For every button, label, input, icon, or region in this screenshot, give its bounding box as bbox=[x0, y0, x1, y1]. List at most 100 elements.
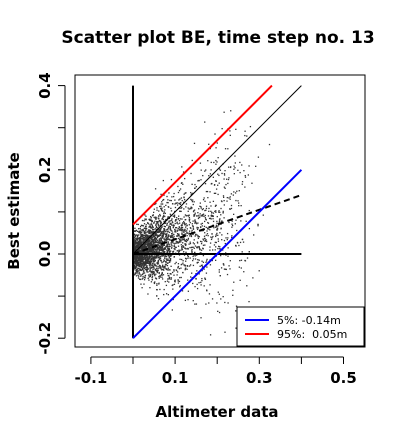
scatter-point bbox=[176, 202, 178, 204]
scatter-point bbox=[227, 247, 229, 249]
scatter-point bbox=[176, 221, 178, 223]
scatter-point bbox=[175, 226, 178, 229]
scatter-point bbox=[248, 227, 251, 230]
scatter-point bbox=[194, 220, 196, 223]
scatter-point bbox=[170, 242, 172, 244]
scatter-point bbox=[141, 240, 143, 242]
scatter-point bbox=[163, 220, 165, 223]
scatter-point bbox=[238, 266, 240, 268]
scatter-point bbox=[156, 207, 158, 209]
scatter-point bbox=[149, 216, 152, 218]
scatter-point bbox=[187, 290, 190, 292]
scatter-point bbox=[208, 207, 210, 210]
scatter-point bbox=[172, 251, 174, 253]
scatter-point bbox=[169, 235, 171, 237]
scatter-point bbox=[227, 182, 229, 185]
scatter-point bbox=[185, 203, 188, 205]
scatter-point bbox=[213, 227, 215, 229]
scatter-point bbox=[151, 220, 154, 222]
scatter-point bbox=[136, 263, 138, 265]
scatter-point bbox=[257, 156, 260, 158]
scatter-point bbox=[149, 249, 151, 251]
scatter-point bbox=[168, 260, 170, 262]
scatter-point bbox=[135, 272, 137, 275]
scatter-point bbox=[210, 205, 212, 207]
scatter-point bbox=[175, 261, 177, 264]
scatter-point bbox=[150, 259, 153, 261]
scatter-point bbox=[140, 235, 142, 237]
y-tick-label: -0.2 bbox=[36, 322, 54, 355]
scatter-point bbox=[137, 267, 139, 270]
scatter-point bbox=[136, 242, 138, 245]
scatter-point bbox=[209, 264, 212, 266]
scatter-point bbox=[150, 242, 152, 245]
scatter-point bbox=[204, 277, 206, 279]
scatter-point bbox=[191, 201, 194, 203]
scatter-point bbox=[144, 235, 147, 237]
scatter-point bbox=[162, 179, 165, 182]
scatter-point bbox=[149, 239, 151, 242]
scatter-point bbox=[136, 268, 138, 270]
scatter-point bbox=[150, 255, 153, 257]
scatter-point bbox=[160, 222, 163, 224]
scatter-point bbox=[207, 215, 210, 217]
scatter-point bbox=[160, 247, 162, 249]
scatter-point bbox=[169, 245, 171, 248]
scatter-point bbox=[161, 234, 163, 236]
scatter-point bbox=[194, 303, 196, 305]
scatter-point bbox=[146, 236, 148, 239]
scatter-point bbox=[184, 219, 186, 221]
scatter-point bbox=[155, 223, 157, 225]
scatter-point bbox=[194, 220, 196, 222]
scatter-point bbox=[137, 242, 139, 244]
scatter-point bbox=[167, 234, 169, 237]
scatter-point bbox=[191, 246, 193, 248]
scatter-point bbox=[185, 226, 187, 228]
scatter-point bbox=[184, 248, 187, 250]
scatter-point bbox=[197, 235, 199, 238]
scatter-point bbox=[151, 223, 153, 226]
scatter-point bbox=[153, 244, 156, 246]
scatter-point bbox=[179, 286, 181, 288]
scatter-point bbox=[152, 235, 154, 237]
scatter-point bbox=[233, 213, 235, 215]
scatter-point bbox=[210, 210, 212, 213]
scatter-point bbox=[180, 197, 183, 199]
scatter-point bbox=[178, 267, 181, 270]
scatter-point bbox=[219, 246, 221, 248]
scatter-point bbox=[138, 230, 141, 232]
scatter-point bbox=[167, 199, 169, 201]
scatter-point bbox=[146, 269, 148, 271]
scatter-point bbox=[155, 216, 157, 218]
scatter-point bbox=[157, 235, 159, 238]
scatter-point bbox=[163, 238, 165, 240]
scatter-point bbox=[175, 269, 178, 272]
scatter-point bbox=[204, 214, 206, 217]
scatter-point bbox=[169, 239, 171, 241]
scatter-point bbox=[166, 245, 168, 247]
scatter-point bbox=[134, 242, 136, 244]
scatter-point bbox=[140, 259, 142, 261]
scatter-point bbox=[178, 202, 181, 205]
scatter-point bbox=[189, 207, 191, 210]
scatter-point bbox=[221, 172, 223, 175]
scatter-point bbox=[185, 260, 187, 262]
scatter-point bbox=[217, 245, 220, 248]
scatter-point bbox=[136, 266, 138, 268]
scatter-point bbox=[162, 255, 164, 257]
scatter-point bbox=[166, 228, 169, 231]
scatter-point bbox=[158, 255, 160, 257]
scatter-point bbox=[158, 271, 160, 274]
scatter-point bbox=[168, 231, 171, 234]
scatter-point bbox=[174, 248, 176, 251]
scatter-point bbox=[179, 238, 181, 240]
scatter-point bbox=[169, 254, 171, 257]
scatter-point bbox=[153, 239, 155, 241]
scatter-point bbox=[149, 256, 151, 258]
scatter-point bbox=[149, 270, 151, 272]
scatter-point bbox=[176, 233, 179, 235]
scatter-point bbox=[257, 223, 259, 226]
scatter-point bbox=[158, 277, 160, 279]
scatter-point bbox=[156, 271, 158, 274]
scatter-point bbox=[192, 258, 195, 260]
